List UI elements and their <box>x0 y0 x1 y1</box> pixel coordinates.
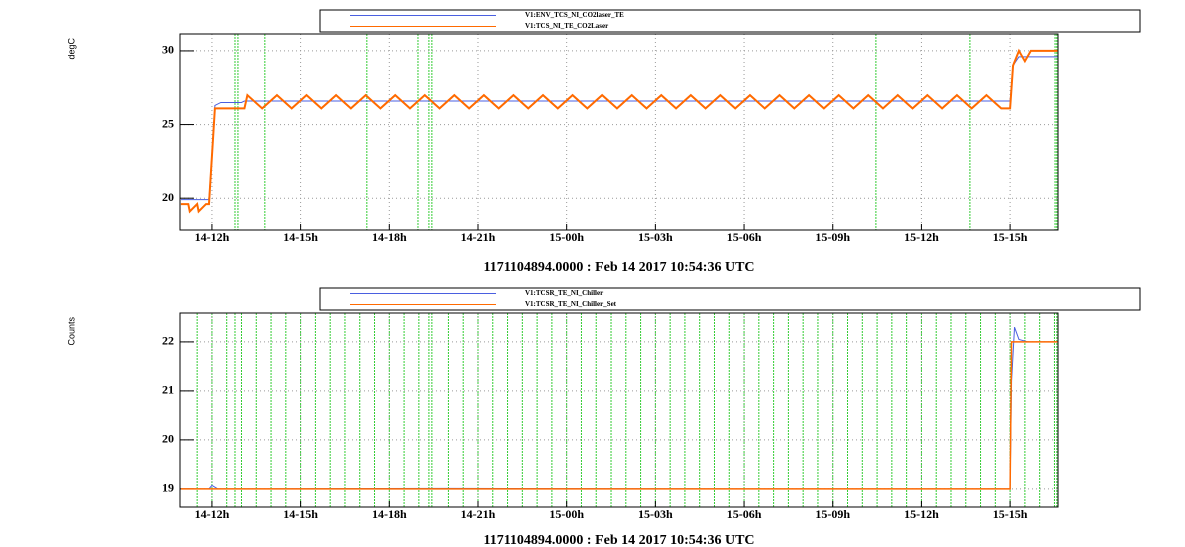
series-line <box>180 327 1058 490</box>
x-tick-label: 14-15h <box>283 507 318 521</box>
series-line <box>180 341 1058 490</box>
x-tick-label: 15-06h <box>727 507 762 521</box>
y-tick-label: 19 <box>162 481 174 495</box>
x-tick-label: 15-00h <box>549 507 584 521</box>
y-axis-label: Counts <box>66 317 76 346</box>
x-tick-label: 14-15h <box>283 230 318 244</box>
series-line <box>180 48 1058 214</box>
legend-label: V1:TCSR_TE_NI_Chiller_Set <box>525 300 617 308</box>
chart-title: 1171104894.0000 : Feb 14 2017 10:54:36 U… <box>483 260 754 275</box>
x-tick-label: 14-21h <box>461 507 496 521</box>
x-tick-label: 15-06h <box>727 230 762 244</box>
plot-frame <box>179 312 1059 508</box>
y-tick-label: 22 <box>162 334 174 348</box>
legend-label: V1:TCS_NI_TE_CO2Laser <box>525 22 608 30</box>
x-tick-label: 15-12h <box>904 507 939 521</box>
legend-label: V1:ENV_TCS_NI_CO2laser_TE <box>525 11 624 19</box>
x-tick-label: 15-00h <box>549 230 584 244</box>
legend-box <box>319 9 1141 33</box>
x-tick-label: 15-09h <box>815 507 850 521</box>
legend-label: V1:TCSR_TE_NI_Chiller <box>525 289 603 297</box>
legend-box <box>319 287 1141 311</box>
y-tick-label: 20 <box>162 190 174 204</box>
x-tick-label: 15-03h <box>638 507 673 521</box>
chart-title: 1171104894.0000 : Feb 14 2017 10:54:36 U… <box>483 533 754 547</box>
x-tick-label: 14-21h <box>461 230 496 244</box>
x-tick-label: 14-18h <box>372 507 407 521</box>
y-tick-label: 25 <box>162 116 174 130</box>
x-tick-label: 15-15h <box>993 230 1028 244</box>
plot-frame <box>179 33 1059 231</box>
y-tick-label: 21 <box>162 383 174 397</box>
y-tick-label: 30 <box>162 43 174 57</box>
y-tick-label: 20 <box>162 432 174 446</box>
x-tick-label: 15-15h <box>993 507 1028 521</box>
x-tick-label: 14-12h <box>195 230 230 244</box>
x-tick-label: 15-03h <box>638 230 673 244</box>
x-tick-label: 15-12h <box>904 230 939 244</box>
y-axis-label: degC <box>66 37 76 59</box>
x-tick-label: 14-18h <box>372 230 407 244</box>
x-tick-label: 15-09h <box>815 230 850 244</box>
x-tick-label: 14-12h <box>195 507 230 521</box>
series-line <box>180 56 1058 201</box>
